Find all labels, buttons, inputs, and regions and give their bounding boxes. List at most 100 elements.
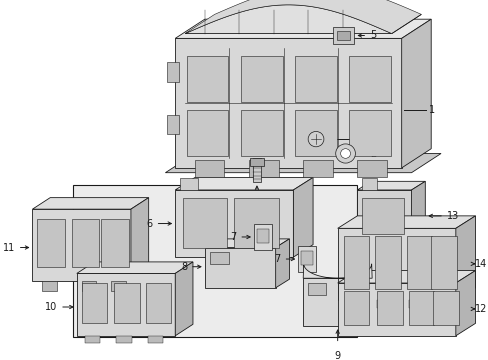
- Text: 9: 9: [334, 351, 340, 360]
- Bar: [295, 110, 336, 156]
- Bar: [432, 291, 458, 325]
- Polygon shape: [337, 271, 474, 283]
- Bar: [298, 246, 315, 273]
- Bar: [256, 229, 268, 243]
- Bar: [295, 56, 336, 102]
- Polygon shape: [293, 177, 312, 257]
- Bar: [408, 300, 423, 308]
- Bar: [249, 158, 264, 166]
- Bar: [349, 110, 390, 156]
- Polygon shape: [77, 262, 193, 274]
- Bar: [183, 198, 227, 248]
- Bar: [73, 185, 356, 337]
- Polygon shape: [371, 270, 385, 326]
- Bar: [376, 291, 402, 325]
- Bar: [252, 158, 261, 182]
- Polygon shape: [303, 264, 371, 278]
- Bar: [332, 27, 354, 44]
- Bar: [81, 281, 96, 291]
- Bar: [303, 160, 332, 177]
- Polygon shape: [175, 190, 293, 257]
- Text: 12: 12: [473, 304, 486, 314]
- Bar: [406, 236, 431, 289]
- Bar: [145, 283, 171, 323]
- Text: 2: 2: [369, 149, 376, 158]
- Bar: [42, 281, 57, 291]
- Polygon shape: [401, 19, 430, 168]
- Polygon shape: [184, 0, 421, 33]
- Polygon shape: [184, 5, 391, 33]
- Text: 5: 5: [369, 31, 376, 40]
- Text: 11: 11: [2, 243, 15, 252]
- Text: 10: 10: [45, 302, 57, 312]
- Polygon shape: [455, 216, 474, 300]
- Polygon shape: [357, 181, 425, 190]
- Polygon shape: [175, 39, 401, 168]
- Bar: [307, 283, 325, 294]
- Polygon shape: [204, 239, 289, 248]
- Bar: [147, 336, 163, 343]
- Polygon shape: [175, 19, 430, 39]
- Polygon shape: [204, 248, 275, 288]
- Polygon shape: [391, 14, 421, 33]
- Bar: [349, 56, 390, 102]
- Bar: [195, 160, 224, 177]
- Bar: [376, 300, 391, 308]
- Bar: [187, 110, 228, 156]
- Bar: [345, 300, 360, 308]
- Bar: [336, 31, 350, 40]
- Bar: [362, 179, 376, 190]
- Bar: [253, 224, 271, 251]
- Bar: [301, 251, 312, 265]
- Bar: [343, 291, 368, 325]
- Bar: [167, 62, 179, 82]
- Bar: [72, 219, 99, 267]
- Bar: [81, 283, 107, 323]
- Text: 3: 3: [369, 134, 376, 144]
- Text: 14: 14: [473, 259, 486, 269]
- Bar: [430, 236, 456, 289]
- Circle shape: [307, 131, 323, 147]
- Text: 13: 13: [446, 211, 458, 221]
- Polygon shape: [175, 262, 193, 336]
- Polygon shape: [175, 177, 312, 190]
- Bar: [241, 110, 282, 156]
- Polygon shape: [303, 278, 371, 326]
- Bar: [187, 56, 228, 102]
- Polygon shape: [411, 181, 425, 243]
- Text: 4: 4: [253, 199, 260, 208]
- Bar: [116, 336, 132, 343]
- Bar: [357, 160, 386, 177]
- Polygon shape: [77, 274, 175, 336]
- Polygon shape: [357, 190, 411, 243]
- Text: 7: 7: [229, 232, 236, 242]
- Bar: [248, 160, 278, 177]
- Text: 7: 7: [274, 254, 280, 264]
- Polygon shape: [337, 216, 474, 228]
- Circle shape: [335, 144, 355, 163]
- Bar: [111, 281, 126, 291]
- Bar: [37, 219, 65, 267]
- Bar: [408, 291, 433, 325]
- Polygon shape: [455, 271, 474, 336]
- Polygon shape: [131, 198, 148, 281]
- Bar: [362, 198, 403, 234]
- Text: 6: 6: [146, 219, 152, 229]
- Polygon shape: [32, 198, 148, 209]
- Polygon shape: [275, 239, 289, 288]
- Bar: [241, 56, 282, 102]
- Bar: [114, 283, 140, 323]
- Text: 8: 8: [181, 262, 187, 272]
- Polygon shape: [165, 153, 440, 173]
- Bar: [84, 336, 100, 343]
- Bar: [343, 236, 368, 289]
- Polygon shape: [32, 209, 131, 281]
- Bar: [209, 252, 229, 264]
- Polygon shape: [337, 228, 455, 300]
- Text: 1: 1: [428, 105, 434, 115]
- Bar: [180, 179, 198, 190]
- Bar: [374, 236, 400, 289]
- Bar: [432, 300, 447, 308]
- Bar: [167, 115, 179, 134]
- Bar: [101, 219, 129, 267]
